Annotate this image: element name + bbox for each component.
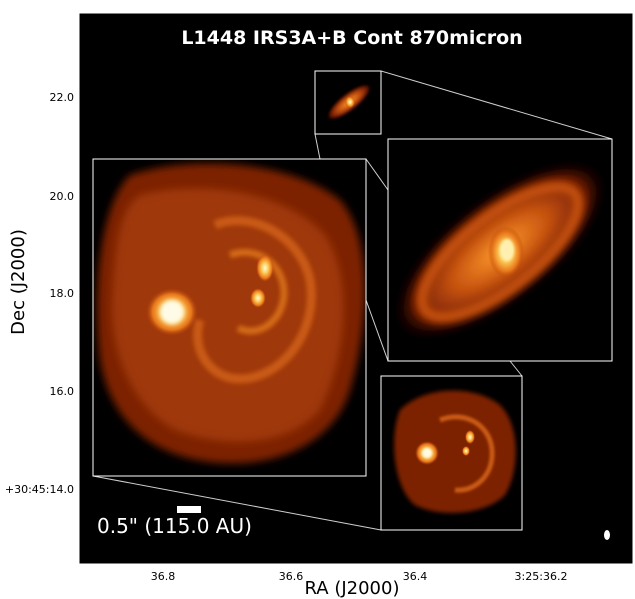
y-tick-label: 16.0	[50, 385, 75, 398]
panel-overview-inset	[315, 71, 381, 134]
axis-ticks	[80, 14, 632, 563]
y-axis-label: Dec (J2000)	[8, 229, 29, 335]
panel-irs3b-large	[93, 159, 366, 476]
x-tick-label: 3:25:36.2	[515, 570, 568, 583]
y-tick-label: 20.0	[50, 190, 75, 203]
inset-connector-lines	[92, 70, 613, 531]
figure-title: L1448 IRS3A+B Cont 870micron	[181, 27, 522, 49]
x-tick-label: 36.8	[151, 570, 176, 583]
x-tick-label: 36.6	[279, 570, 304, 583]
panel-irs3a-zoom	[388, 139, 612, 361]
y-tick-label: +30:45:14.0	[5, 483, 74, 496]
scale-bar-label: 0.5" (115.0 AU)	[97, 514, 252, 538]
y-tick-label: 22.0	[50, 91, 75, 104]
panel-overview-inset-frame	[314, 70, 382, 135]
panel-irs3b-zoom	[381, 376, 522, 530]
scale-bar	[177, 506, 201, 513]
x-tick-label: 36.4	[403, 570, 428, 583]
panel-irs3b-zoom-frame	[380, 375, 523, 531]
y-tick-label: 18.0	[50, 287, 75, 300]
x-axis-label: RA (J2000)	[305, 578, 400, 599]
panel-irs3a-zoom-frame	[387, 138, 613, 362]
plot-frame	[79, 13, 633, 564]
beam-ellipse	[604, 530, 610, 540]
panel-irs3b-large-frame	[92, 158, 367, 477]
